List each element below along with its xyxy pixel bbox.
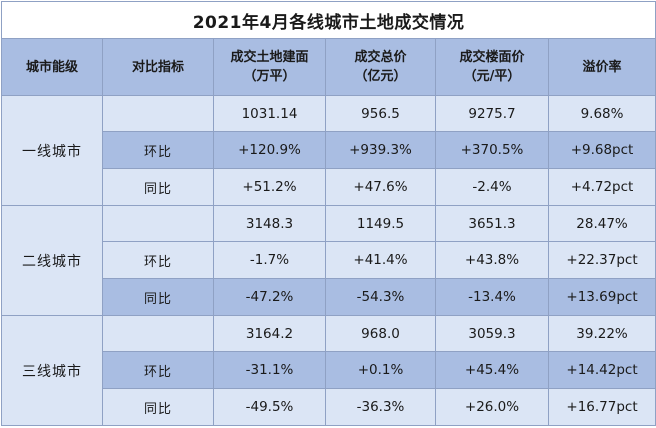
- header-tier: 城市能级: [1, 38, 103, 96]
- area-value: 1031.14: [213, 95, 326, 132]
- total-value: +0.1%: [325, 351, 436, 389]
- price-value: 9275.7: [435, 95, 549, 132]
- total-value: -54.3%: [325, 278, 436, 316]
- price-value: +370.5%: [435, 131, 549, 169]
- area-value: -1.7%: [213, 241, 326, 279]
- table-row: 环比 -1.7% +41.4% +43.8% +22.37pct: [2, 241, 656, 279]
- area-value: +120.9%: [213, 131, 326, 169]
- metric-label: 环比: [102, 131, 214, 169]
- header-total: 成交总价 （亿元）: [325, 38, 436, 96]
- premium-value: +22.37pct: [547, 241, 656, 279]
- metric-label: [102, 95, 214, 132]
- area-value: -47.2%: [213, 278, 326, 316]
- metric-label: 同比: [102, 168, 214, 206]
- table-row: 一线城市 1031.14 956.5 9275.7 9.68%: [1, 95, 656, 206]
- area-value: +51.2%: [213, 168, 326, 206]
- metric-label: 环比: [102, 241, 214, 279]
- total-value: +47.6%: [325, 168, 436, 206]
- premium-value: +4.72pct: [547, 168, 656, 206]
- premium-value: 39.22%: [547, 315, 656, 352]
- metric-label: [102, 315, 214, 352]
- metric-label: [102, 205, 214, 242]
- table-row: 同比 -49.5% -36.3% +26.0% +16.77pct: [2, 388, 656, 426]
- premium-value: +13.69pct: [547, 278, 656, 316]
- header-area: 成交土地建面 （万平）: [213, 38, 326, 96]
- header-price-line1: 成交楼面价: [459, 50, 525, 65]
- price-value: +26.0%: [435, 388, 549, 426]
- metric-label: 环比: [102, 351, 214, 389]
- tier-cell: 二线城市: [1, 205, 103, 316]
- total-value: 956.5: [325, 95, 436, 132]
- table-row: 同比 -47.2% -54.3% -13.4% +13.69pct: [2, 278, 656, 316]
- area-value: 3148.3: [213, 205, 326, 242]
- area-value: -31.1%: [213, 351, 326, 389]
- premium-value: 28.47%: [547, 205, 656, 242]
- table-row: 环比 -31.1% +0.1% +45.4% +14.42pct: [2, 351, 656, 389]
- premium-value: +16.77pct: [547, 388, 656, 426]
- price-value: -2.4%: [435, 168, 549, 206]
- metric-label: 同比: [102, 388, 214, 426]
- price-value: 3059.3: [435, 315, 549, 352]
- total-value: 1149.5: [325, 205, 436, 242]
- header-total-line2: （亿元）: [354, 69, 407, 84]
- premium-value: +14.42pct: [547, 351, 656, 389]
- total-value: 968.0: [325, 315, 436, 352]
- metric-label: 同比: [102, 278, 214, 316]
- premium-value: +9.68pct: [547, 131, 656, 169]
- area-value: 3164.2: [213, 315, 326, 352]
- header-price-line2: （元/平）: [463, 69, 521, 84]
- price-value: +45.4%: [435, 351, 549, 389]
- total-value: -36.3%: [325, 388, 436, 426]
- header-area-line1: 成交土地建面: [230, 50, 309, 65]
- total-value: +41.4%: [325, 241, 436, 279]
- table-row: 三线城市 3164.2 968.0 3059.3 39.22%: [1, 315, 656, 426]
- table-row: 环比 +120.9% +939.3% +370.5% +9.68pct: [2, 131, 656, 169]
- table-row: 二线城市 3148.3 1149.5 3651.3 28.47%: [1, 205, 656, 316]
- tier-cell: 三线城市: [1, 315, 103, 426]
- total-value: +939.3%: [325, 131, 436, 169]
- price-value: -13.4%: [435, 278, 549, 316]
- table-title: 2021年4月各线城市土地成交情况: [0, 1, 656, 39]
- tier-cell: 一线城市: [1, 95, 103, 206]
- header-total-line1: 成交总价: [354, 50, 407, 65]
- table-row: 同比 +51.2% +47.6% -2.4% +4.72pct: [2, 168, 656, 206]
- header-metric: 对比指标: [102, 38, 214, 96]
- area-value: -49.5%: [213, 388, 326, 426]
- header-price: 成交楼面价 （元/平）: [435, 38, 549, 96]
- price-value: +43.8%: [435, 241, 549, 279]
- header-premium: 溢价率: [547, 38, 656, 96]
- premium-value: 9.68%: [547, 95, 656, 132]
- price-value: 3651.3: [435, 205, 549, 242]
- header-area-line2: （万平）: [243, 69, 296, 84]
